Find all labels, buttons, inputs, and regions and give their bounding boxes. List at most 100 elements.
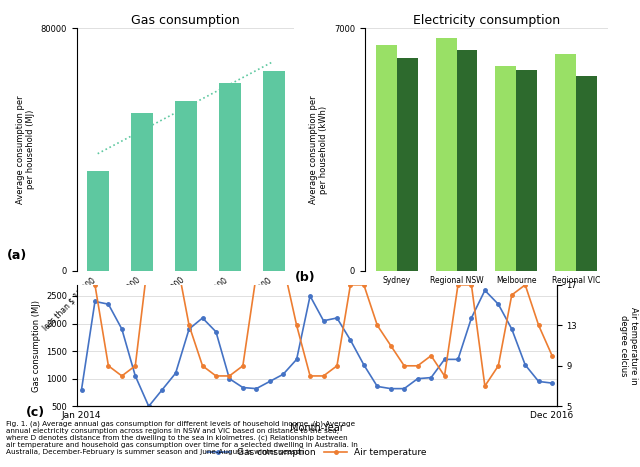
Text: (b): (b) (294, 271, 315, 284)
Gas consumption (239, 385, 246, 390)
Gas consumption (118, 326, 125, 332)
Air temperature (77, 241, 85, 247)
Air temperature (468, 282, 476, 288)
Gas consumption (414, 376, 422, 382)
Air temperature (508, 292, 516, 298)
Gas consumption (185, 326, 193, 332)
Bar (86, 171, 109, 271)
Gas consumption (495, 301, 502, 307)
Air temperature (374, 323, 381, 328)
Gas consumption (320, 318, 328, 324)
Gas consumption (428, 375, 435, 381)
Air temperature (441, 373, 449, 379)
Bar (376, 45, 397, 271)
Gas consumption (441, 357, 449, 362)
Air temperature (535, 323, 543, 328)
Gas consumption (279, 371, 287, 377)
Y-axis label: Air temperature in
degree celcius: Air temperature in degree celcius (619, 307, 638, 384)
Air temperature (414, 363, 422, 368)
Gas consumption (225, 376, 233, 382)
Air temperature (306, 373, 314, 379)
Air temperature (481, 383, 489, 389)
Air temperature (360, 282, 368, 288)
Gas consumption (347, 337, 355, 343)
Line: Gas consumption: Gas consumption (80, 289, 554, 408)
Air temperature (347, 282, 355, 288)
Air temperature (454, 282, 462, 288)
Air temperature (495, 363, 502, 368)
Y-axis label: Average consumption per
per household (MJ): Average consumption per per household (M… (16, 95, 35, 204)
Air temperature (266, 262, 273, 268)
Air temperature (104, 363, 112, 368)
Air temperature (320, 373, 328, 379)
Air temperature (401, 363, 408, 368)
Air temperature (185, 323, 193, 328)
Gas consumption (158, 387, 166, 393)
Gas consumption (145, 403, 152, 409)
Bar (436, 38, 456, 271)
Air temperature (387, 343, 395, 348)
Air temperature (225, 373, 233, 379)
Air temperature (522, 282, 529, 288)
Title: Electricity consumption: Electricity consumption (413, 14, 560, 27)
Air temperature (131, 363, 139, 368)
Y-axis label: Average consumption per
per household (kWh): Average consumption per per household (k… (309, 95, 328, 204)
Gas consumption (535, 379, 543, 384)
Gas consumption (468, 315, 476, 321)
Gas consumption (91, 298, 99, 304)
Legend: Gas consumption, Air temperature: Gas consumption, Air temperature (204, 445, 430, 461)
Air temperature (292, 323, 300, 328)
Gas consumption (548, 380, 556, 386)
Bar (456, 50, 477, 271)
Gas consumption (172, 370, 179, 376)
Gas consumption (374, 383, 381, 389)
Gas consumption (481, 288, 489, 293)
Air temperature (428, 353, 435, 359)
Air temperature (91, 282, 99, 288)
Air temperature (158, 241, 166, 247)
Air temperature (172, 252, 179, 257)
Air temperature (145, 252, 152, 257)
Gas consumption (454, 357, 462, 362)
Bar (397, 57, 418, 271)
Air temperature (118, 373, 125, 379)
Text: Fig. 1. (a) Average annual gas consumption for different levels of household inc: Fig. 1. (a) Average annual gas consumpti… (6, 420, 358, 455)
Gas consumption (306, 293, 314, 299)
Gas consumption (212, 329, 220, 334)
Gas consumption (508, 326, 516, 332)
Gas consumption (333, 315, 341, 321)
X-axis label: Month-Year: Month-Year (290, 423, 344, 433)
Bar (219, 83, 241, 271)
Gas consumption (292, 357, 300, 362)
Air temperature (279, 262, 287, 268)
Bar (495, 66, 516, 271)
Bar (555, 54, 576, 271)
Bar (262, 71, 285, 271)
Line: Air temperature: Air temperature (80, 243, 554, 388)
Air temperature (239, 363, 246, 368)
Bar (175, 101, 196, 271)
Gas consumption (387, 386, 395, 391)
Text: (c): (c) (26, 406, 45, 419)
Gas consumption (401, 386, 408, 391)
Air temperature (333, 363, 341, 368)
Gas consumption (252, 386, 260, 391)
Gas consumption (131, 373, 139, 379)
Bar (576, 76, 597, 271)
Gas consumption (104, 301, 112, 307)
Gas consumption (198, 315, 206, 321)
Air temperature (252, 272, 260, 277)
Air temperature (212, 373, 220, 379)
Air temperature (198, 363, 206, 368)
Gas consumption (360, 362, 368, 368)
Legend: D > 100 kms, D < 5 kms: D > 100 kms, D < 5 kms (364, 295, 516, 310)
Bar (131, 113, 152, 271)
Bar (516, 71, 537, 271)
Gas consumption (522, 362, 529, 368)
Air temperature (548, 353, 556, 359)
Gas consumption (77, 387, 85, 393)
Y-axis label: Gas consumption (MJ): Gas consumption (MJ) (31, 299, 40, 392)
Title: Gas consumption: Gas consumption (131, 14, 240, 27)
Gas consumption (266, 379, 273, 384)
Text: (a): (a) (6, 248, 27, 262)
